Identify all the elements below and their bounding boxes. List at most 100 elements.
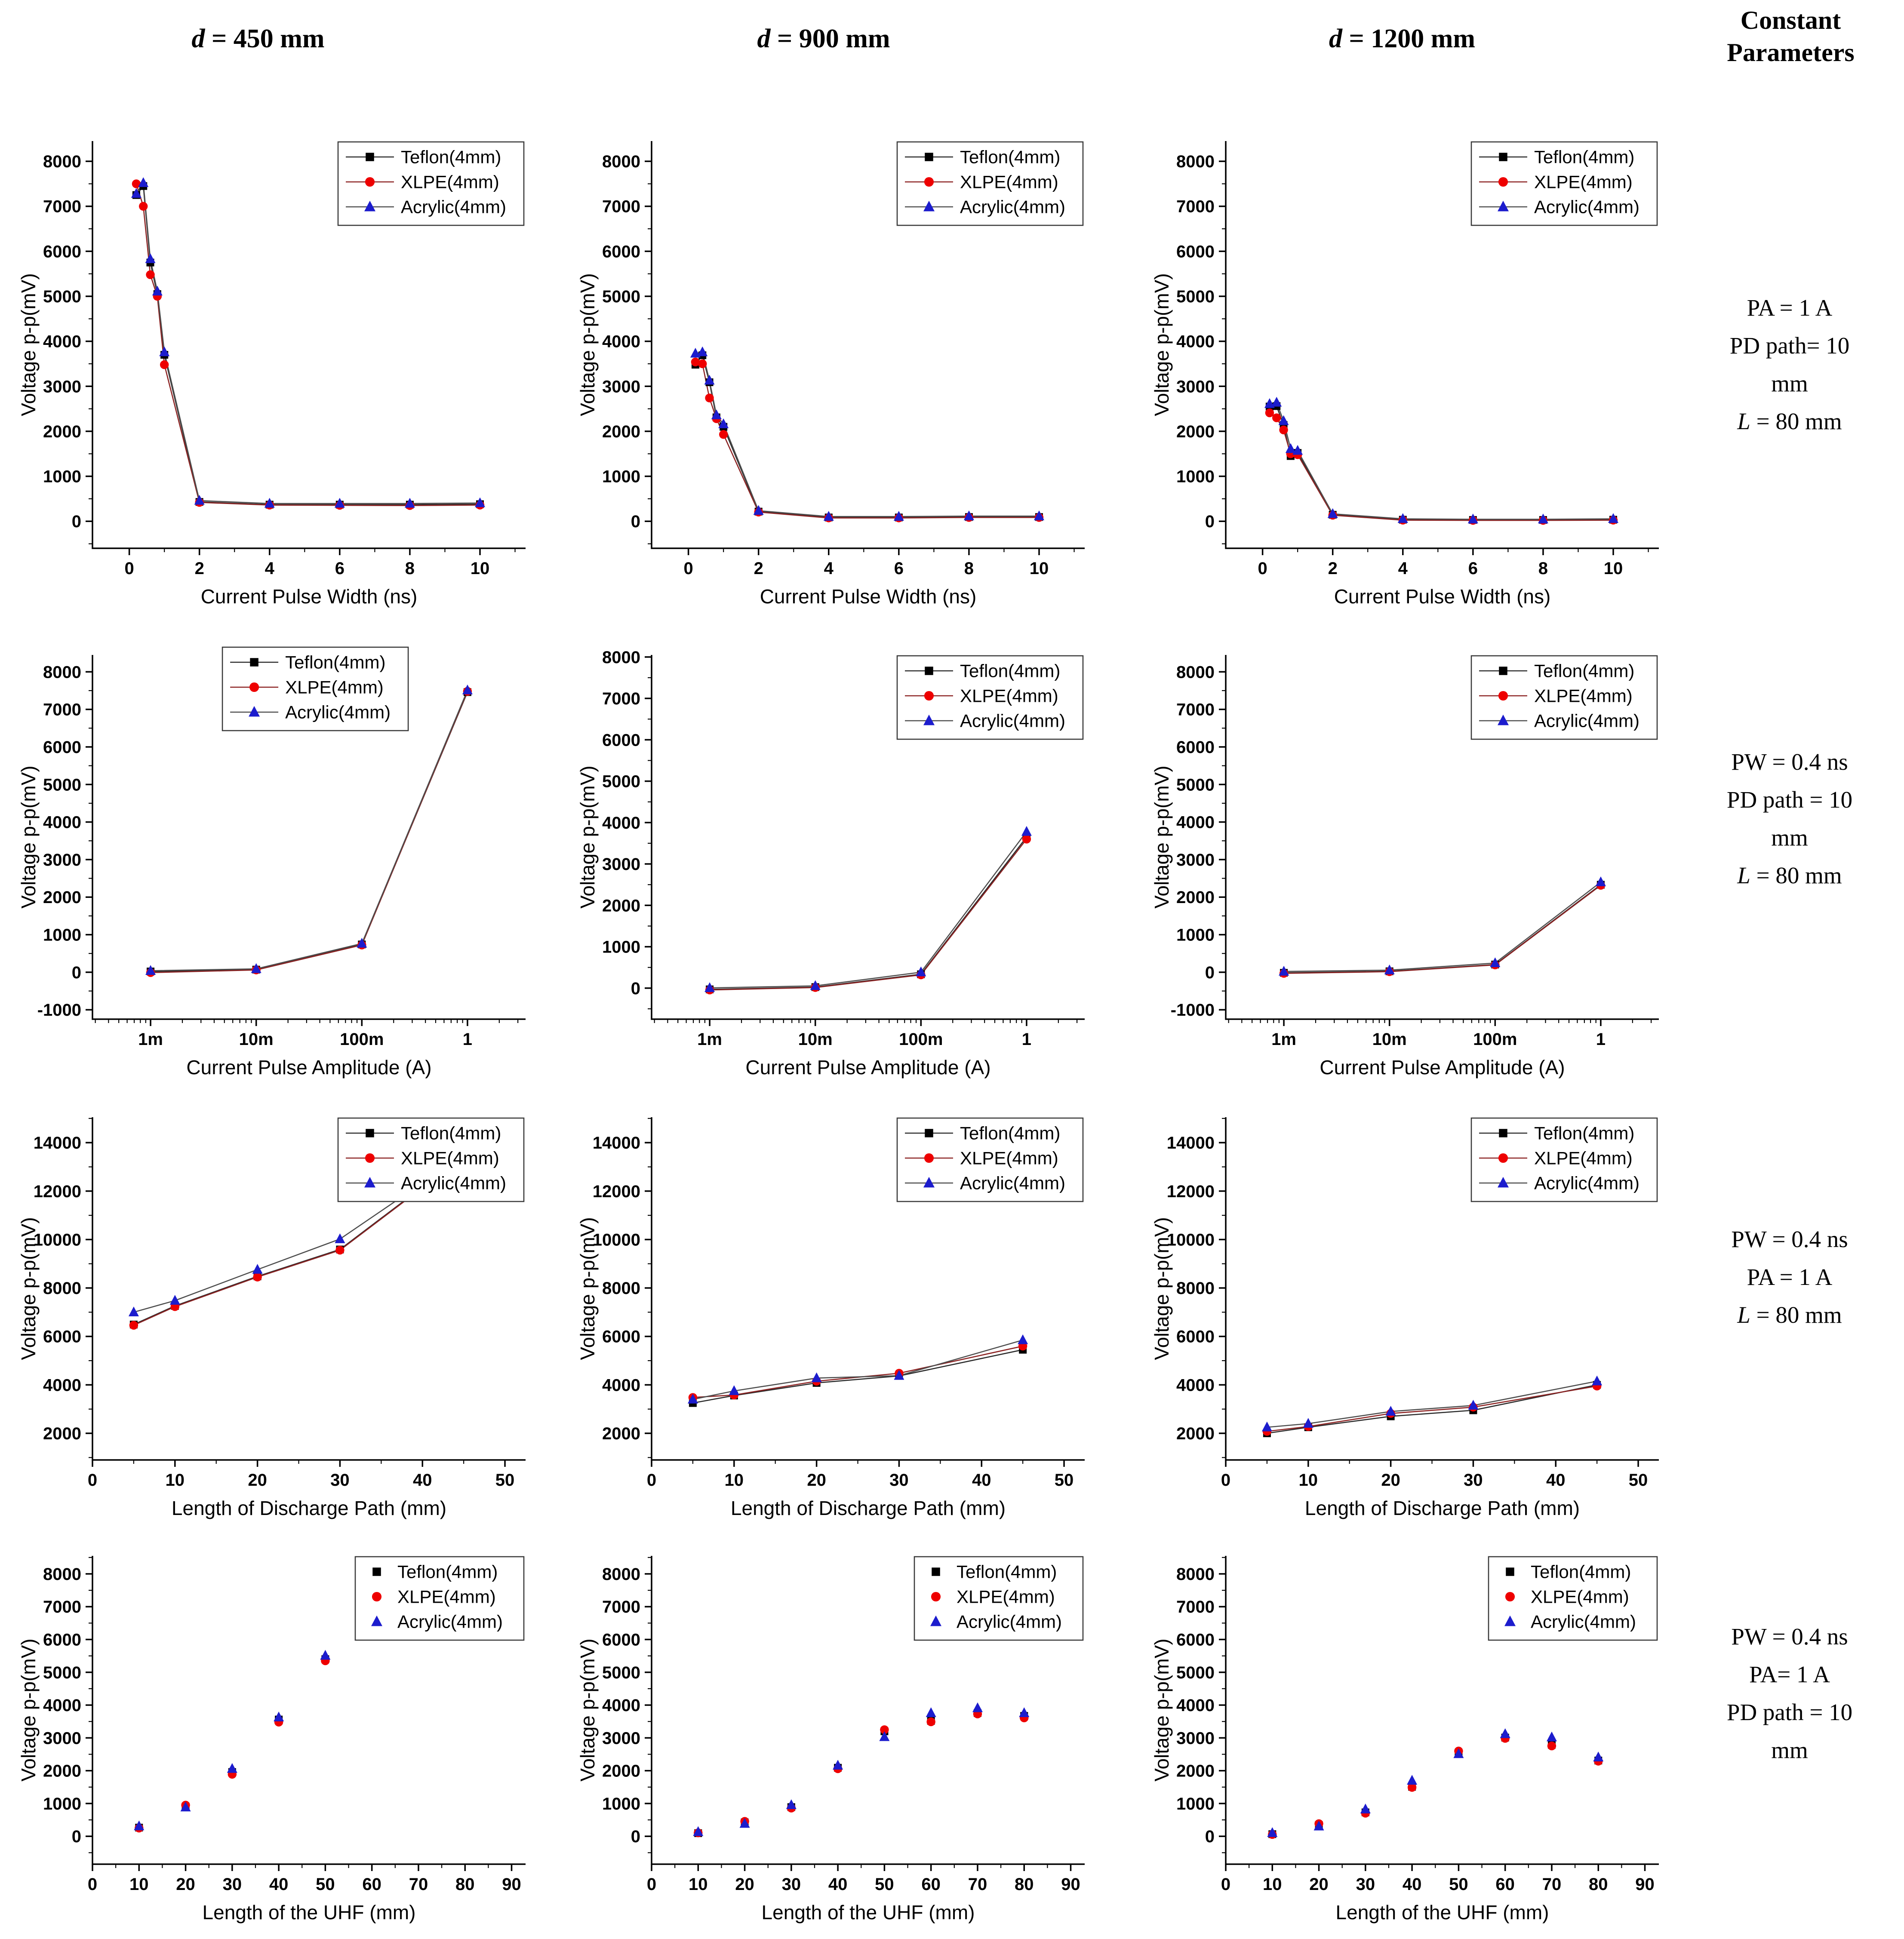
marker-triangle (1593, 1752, 1604, 1761)
param-italic-symbol: L (1737, 408, 1750, 434)
marker-triangle (364, 1177, 375, 1188)
marker-triangle (1453, 1748, 1464, 1758)
y-tick-label: 6000 (43, 1327, 81, 1346)
marker-triangle (334, 498, 345, 508)
series-line-triangle (692, 1339, 1023, 1400)
y-tick-label: 5000 (1176, 287, 1215, 306)
marker-circle (139, 202, 148, 211)
marker-square (250, 658, 258, 667)
marker-triangle (718, 418, 729, 428)
y-tick-label: 8000 (1176, 1279, 1215, 1298)
x-tick-label: 20 (735, 1875, 754, 1894)
header-d-italic: d (1329, 24, 1342, 53)
legend-label: Teflon(4mm) (957, 1562, 1057, 1582)
marker-triangle (138, 177, 149, 187)
x-tick-label: 10m (239, 1030, 274, 1049)
y-tick-label: 7000 (1176, 1598, 1215, 1616)
constant-parameter-line: L = 80 mm (1678, 403, 1901, 440)
x-tick-label: 0 (647, 1471, 656, 1490)
marker-triangle (879, 1731, 890, 1741)
y-tick-label: 0 (1205, 1827, 1215, 1846)
y-tick-label: 4000 (43, 332, 81, 351)
legend: Teflon(4mm) XLPE(4mm) Acrylic(4mm) (337, 141, 525, 226)
marker-triangle (711, 409, 722, 419)
marker-circle (129, 1321, 138, 1330)
chart-svg-r2c3: 1m 10m 100m 1 -1000 0 1000 2000 3000 4000 5000 6000… (1150, 655, 1659, 1079)
y-axis-title: Voltage p-p(mV) (1150, 1638, 1173, 1781)
marker-triangle (1498, 714, 1509, 725)
legend-label: Acrylic(4mm) (397, 1612, 503, 1632)
y-tick-label: 8000 (602, 648, 640, 667)
chart-svg-r1c2: 0 2 4 6 8 10 0 1000 2000 3000 4000 5000 6000 7000 8000… (576, 141, 1085, 608)
x-tick-label: 8 (964, 559, 974, 578)
y-axis-title: Voltage p-p(mV) (1150, 765, 1173, 908)
chart-uhf-length-d900: 0 10 20 30 40 50 60 70 80 90 0 1000 2000 3000 4000 5000… (572, 1540, 1105, 1937)
header-d-italic: d (191, 24, 205, 53)
marker-triangle (1327, 508, 1338, 518)
header-d450-text: = 450 mm (205, 24, 325, 53)
legend-label: XLPE(4mm) (1531, 1587, 1629, 1607)
x-tick-label: 50 (1629, 1471, 1648, 1490)
y-tick-label: 3000 (602, 377, 640, 396)
marker-triangle (753, 505, 764, 515)
header-d-italic: d (757, 24, 771, 53)
y-tick-label: 1000 (1176, 926, 1215, 945)
legend-label: Acrylic(4mm) (401, 1173, 506, 1193)
legend-label: Acrylic(4mm) (285, 702, 391, 722)
y-tick-label: 1000 (1176, 1795, 1215, 1813)
x-axis-title: Length of the UHF (mm) (762, 1901, 975, 1924)
marker-triangle (1595, 876, 1606, 886)
series-line-circle (710, 839, 1027, 991)
legend-label: Acrylic(4mm) (960, 711, 1065, 731)
legend: Teflon(4mm) XLPE(4mm) Acrylic(4mm) (896, 655, 1084, 740)
y-tick-label: 6000 (602, 242, 640, 261)
x-tick-label: 10m (798, 1030, 833, 1049)
y-tick-label: 4000 (602, 1376, 640, 1395)
x-tick-label: 4 (824, 559, 834, 578)
marker-triangle (1021, 826, 1032, 836)
x-tick-label: 0 (88, 1875, 97, 1894)
x-tick-label: 10 (1604, 559, 1623, 578)
constant-parameter-line: L = 80 mm (1678, 857, 1901, 894)
x-axis-title: Current Pulse Width (ns) (1334, 585, 1551, 608)
legend: Teflon(4mm) XLPE(4mm) Acrylic(4mm) (896, 141, 1084, 226)
series-line-triangle (710, 831, 1027, 989)
y-axis-title: Voltage p-p(mV) (576, 1638, 599, 1781)
x-tick-label: 6 (1468, 559, 1478, 578)
marker-circle (335, 1246, 345, 1255)
chart-svg-r4c2: 0 10 20 30 40 50 60 70 80 90 0 1000 2000 3000 4000 5000… (576, 1556, 1085, 1924)
y-tick-label: 0 (72, 963, 81, 982)
x-tick-label: 8 (1538, 559, 1548, 578)
series-line-triangle (135, 181, 480, 504)
marker-triangle (704, 982, 715, 992)
x-tick-label: 10 (1299, 1471, 1318, 1490)
axes (92, 655, 526, 1020)
param-text: PA= 1 A (1749, 1661, 1830, 1687)
x-axis-title: Current Pulse Amplitude (A) (186, 1056, 431, 1079)
chart-pulse-width-d900: 0 2 4 6 8 10 0 1000 2000 3000 4000 5000 6000 7000 8000… (572, 125, 1105, 621)
x-tick-label: 80 (455, 1875, 475, 1894)
x-tick-label: 10 (1263, 1875, 1282, 1894)
marker-triangle (963, 510, 974, 520)
x-tick-label: 40 (1403, 1875, 1422, 1894)
x-tick-label: 20 (1381, 1471, 1400, 1490)
y-tick-label: 5000 (602, 772, 640, 791)
param-text: PW = 0.4 ns (1731, 749, 1848, 775)
y-tick-label: 5000 (43, 1663, 81, 1682)
y-tick-label: 8000 (1176, 1565, 1215, 1584)
marker-triangle (1498, 200, 1509, 212)
axes (651, 141, 1085, 549)
constant-parameter-line: PW = 0.4 ns (1678, 743, 1901, 781)
x-tick-label: 100m (899, 1030, 943, 1049)
marker-triangle (371, 1615, 382, 1626)
y-axis-title: Voltage p-p(mV) (576, 273, 599, 416)
marker-square (366, 153, 374, 161)
constant-parameter-line: mm (1678, 1731, 1901, 1769)
x-tick-label: 10 (166, 1471, 185, 1490)
marker-square (1499, 667, 1507, 675)
marker-triangle (252, 1264, 263, 1274)
constant-parameter-line: mm (1678, 819, 1901, 857)
y-tick-label: 4000 (43, 1376, 81, 1395)
chart-svg-r3c1: 0 10 20 30 40 50 2000 4000 6000 8000 10000 12000 140… (17, 1117, 526, 1519)
param-text: PA = 1 A (1747, 295, 1833, 321)
